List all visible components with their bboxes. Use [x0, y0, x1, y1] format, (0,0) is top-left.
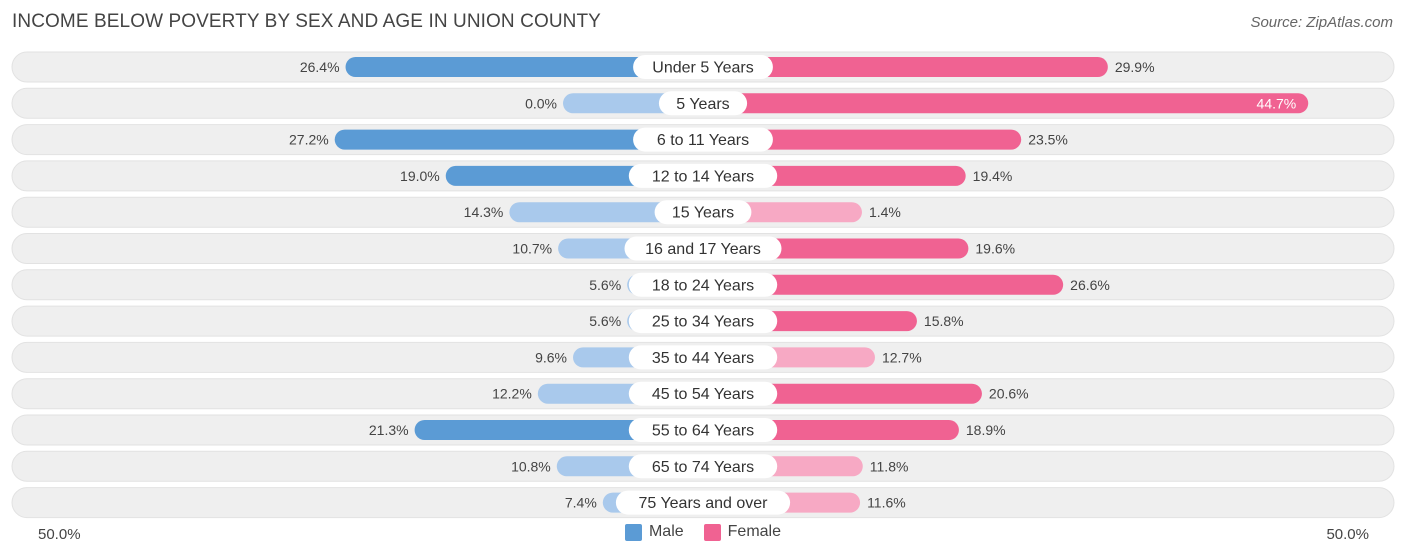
- male-value-label: 5.6%: [589, 313, 621, 329]
- female-value-label: 1.4%: [869, 204, 901, 220]
- male-value-label: 12.2%: [492, 386, 532, 402]
- legend-swatch-male: [624, 523, 642, 541]
- category-label: Under 5 Years: [652, 60, 753, 77]
- category-label-bg: [633, 55, 773, 79]
- male-value-label: 0.0%: [525, 95, 557, 111]
- category-label-bg: [628, 309, 778, 334]
- category-label-bg: [628, 345, 778, 370]
- category-label: 15 Years: [672, 205, 734, 222]
- category-label-bg: [628, 418, 778, 442]
- category-label-bg: [624, 236, 782, 261]
- category-label: 6 to 11 Years: [657, 132, 749, 149]
- female-bar: [703, 129, 1022, 150]
- male-value-label: 9.6%: [535, 349, 567, 365]
- legend-item-male: Male: [624, 523, 684, 541]
- female-bar: [703, 274, 1064, 295]
- male-value-label: 21.3%: [369, 422, 409, 438]
- category-label-bg: [633, 127, 773, 152]
- category-label: 55 to 64 Years: [652, 423, 754, 440]
- axis-left-label: 50.0%: [38, 526, 81, 543]
- female-value-label: 15.8%: [924, 313, 964, 329]
- male-value-label: 7.4%: [565, 495, 597, 511]
- category-label: 16 and 17 Years: [645, 241, 761, 258]
- female-value-label: 11.6%: [867, 495, 906, 511]
- legend: Male Female: [0, 523, 1406, 541]
- legend-label-male: Male: [648, 523, 684, 540]
- category-label: 18 to 24 Years: [652, 277, 754, 294]
- category-label-bg: [628, 272, 778, 297]
- female-value-label: 44.7%: [1257, 95, 1297, 111]
- female-value-label: 19.6%: [975, 241, 1015, 257]
- male-value-label: 27.2%: [289, 132, 329, 148]
- chart-title: INCOME BELOW POVERTY BY SEX AND AGE IN U…: [12, 11, 601, 32]
- female-value-label: 12.7%: [882, 349, 922, 365]
- category-label: 35 to 44 Years: [652, 350, 754, 367]
- male-value-label: 10.7%: [512, 241, 552, 257]
- male-bar: [345, 57, 703, 77]
- category-label: 12 to 14 Years: [652, 168, 754, 185]
- male-value-label: 19.0%: [400, 168, 440, 184]
- category-label-bg: [628, 163, 778, 188]
- category-label: 75 Years and over: [639, 495, 769, 512]
- female-value-label: 18.9%: [966, 422, 1006, 438]
- category-label: 45 to 54 Years: [652, 386, 754, 403]
- category-label: 65 to 74 Years: [652, 459, 754, 476]
- legend-swatch-female: [703, 523, 721, 541]
- male-value-label: 26.4%: [300, 59, 340, 75]
- female-value-label: 23.5%: [1028, 132, 1068, 148]
- male-bar: [509, 202, 703, 223]
- female-value-label: 19.4%: [973, 168, 1013, 184]
- female-value-label: 20.6%: [989, 386, 1029, 402]
- category-label-bg: [654, 200, 752, 225]
- female-value-label: 29.9%: [1115, 59, 1155, 75]
- female-bar: [703, 57, 1108, 77]
- male-value-label: 10.8%: [511, 458, 551, 474]
- axis-right-label: 50.0%: [1326, 526, 1369, 543]
- female-value-label: 11.8%: [870, 458, 909, 474]
- category-label: 5 Years: [676, 96, 729, 113]
- category-label-bg: [658, 91, 748, 116]
- source-credit: Source: ZipAtlas.com: [1250, 14, 1393, 31]
- male-bar: [334, 129, 703, 150]
- chart-svg: Under 5 Years 26.4% 29.9% 5 Years 0.0% 44.7% 6…: [11, 51, 1395, 519]
- male-value-label: 5.6%: [589, 277, 621, 293]
- legend-label-female: Female: [727, 523, 782, 540]
- category-label-bg: [628, 454, 778, 479]
- female-bar: [703, 93, 1309, 114]
- male-value-label: 14.3%: [464, 204, 504, 220]
- category-label-bg: [628, 381, 778, 406]
- category-label: 25 to 34 Years: [652, 314, 754, 331]
- legend-item-female: Female: [703, 523, 782, 541]
- category-label-bg: [615, 490, 791, 515]
- female-value-label: 26.6%: [1070, 277, 1110, 293]
